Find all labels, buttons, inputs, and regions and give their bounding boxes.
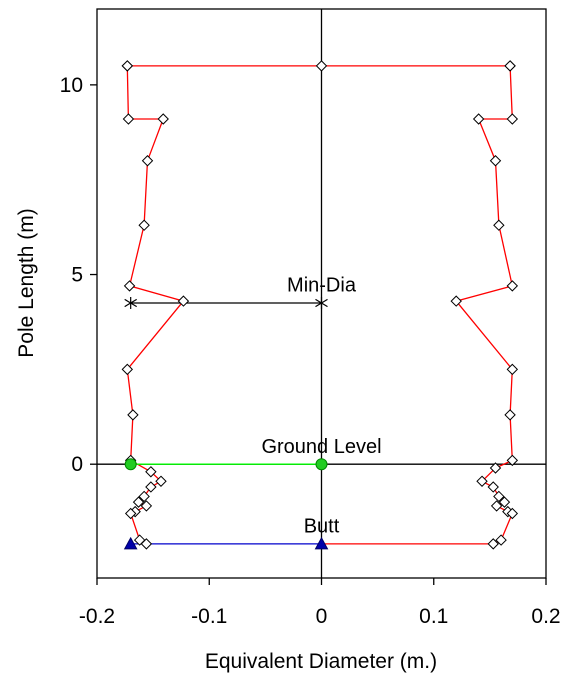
diamond-marker	[140, 538, 153, 550]
diamond-marker	[145, 466, 157, 478]
diamond-marker	[472, 113, 485, 125]
diamond-marker	[506, 454, 519, 467]
diamond-marker	[127, 409, 139, 421]
x-tick-label: 0.2	[531, 605, 560, 628]
circle-marker	[315, 458, 328, 471]
annotation-label: Min-Dia	[287, 275, 357, 297]
diamond-marker	[123, 280, 136, 292]
diamond-marker	[450, 295, 462, 307]
series-markers	[121, 60, 519, 550]
y-tick-label: 10	[60, 74, 83, 97]
diamond-marker	[315, 60, 328, 72]
diamond-marker	[157, 113, 169, 125]
x-tick-label: -0.1	[191, 605, 227, 628]
y-axis-title: Pole Length (m)	[15, 208, 38, 357]
circle-marker	[124, 458, 137, 471]
diamond-marker	[506, 507, 519, 520]
diamond-marker	[124, 507, 137, 520]
diamond-marker	[132, 496, 145, 508]
diamond-marker	[487, 538, 499, 550]
triangle-marker	[123, 536, 138, 550]
diamond-marker	[490, 500, 503, 512]
asterisk-stroke	[124, 298, 137, 308]
annotations: Min-Dia Ground Level Butt	[261, 275, 381, 538]
y-tick-label: 5	[71, 264, 83, 287]
diamond-marker	[476, 475, 488, 487]
diamond-marker	[141, 155, 154, 167]
asterisk-marker	[124, 296, 137, 309]
diamond-marker	[506, 113, 519, 125]
diamond-marker	[504, 409, 516, 421]
asterisk-marker	[315, 296, 328, 309]
diamond-marker	[121, 363, 134, 376]
diamond-marker	[506, 363, 519, 376]
diamond-marker	[498, 496, 511, 508]
annotation-label: Butt	[304, 515, 340, 537]
diamond-marker	[140, 500, 153, 512]
diamond-marker	[489, 155, 502, 167]
diamond-marker	[504, 60, 516, 72]
x-tick-label: 0	[316, 605, 328, 628]
diamond-marker	[495, 534, 507, 546]
diamond-marker	[121, 60, 134, 72]
x-tick-label: 0.1	[419, 605, 448, 628]
diamond-marker	[489, 462, 502, 474]
diamond-marker	[493, 490, 505, 503]
diamond-marker	[493, 219, 505, 231]
diamond-marker	[138, 219, 150, 231]
y-tick-label: 0	[71, 453, 83, 476]
diamond-marker	[506, 280, 519, 292]
diamond-marker	[487, 481, 499, 493]
axis-ticks: -0.2 -0.1 0 0.1 0.2 0 5 10	[60, 74, 561, 628]
asterisk-stroke	[315, 298, 328, 308]
diamond-marker	[138, 490, 150, 503]
x-tick-label: -0.2	[79, 605, 115, 628]
diamond-marker	[155, 475, 167, 487]
diamond-marker	[177, 295, 190, 307]
x-axis-title: Equivalent Diameter (m.)	[205, 650, 437, 673]
diamond-marker	[122, 113, 135, 125]
annotation-label: Ground Level	[261, 436, 381, 458]
triangle-marker	[314, 536, 329, 550]
diamond-marker	[145, 481, 157, 493]
